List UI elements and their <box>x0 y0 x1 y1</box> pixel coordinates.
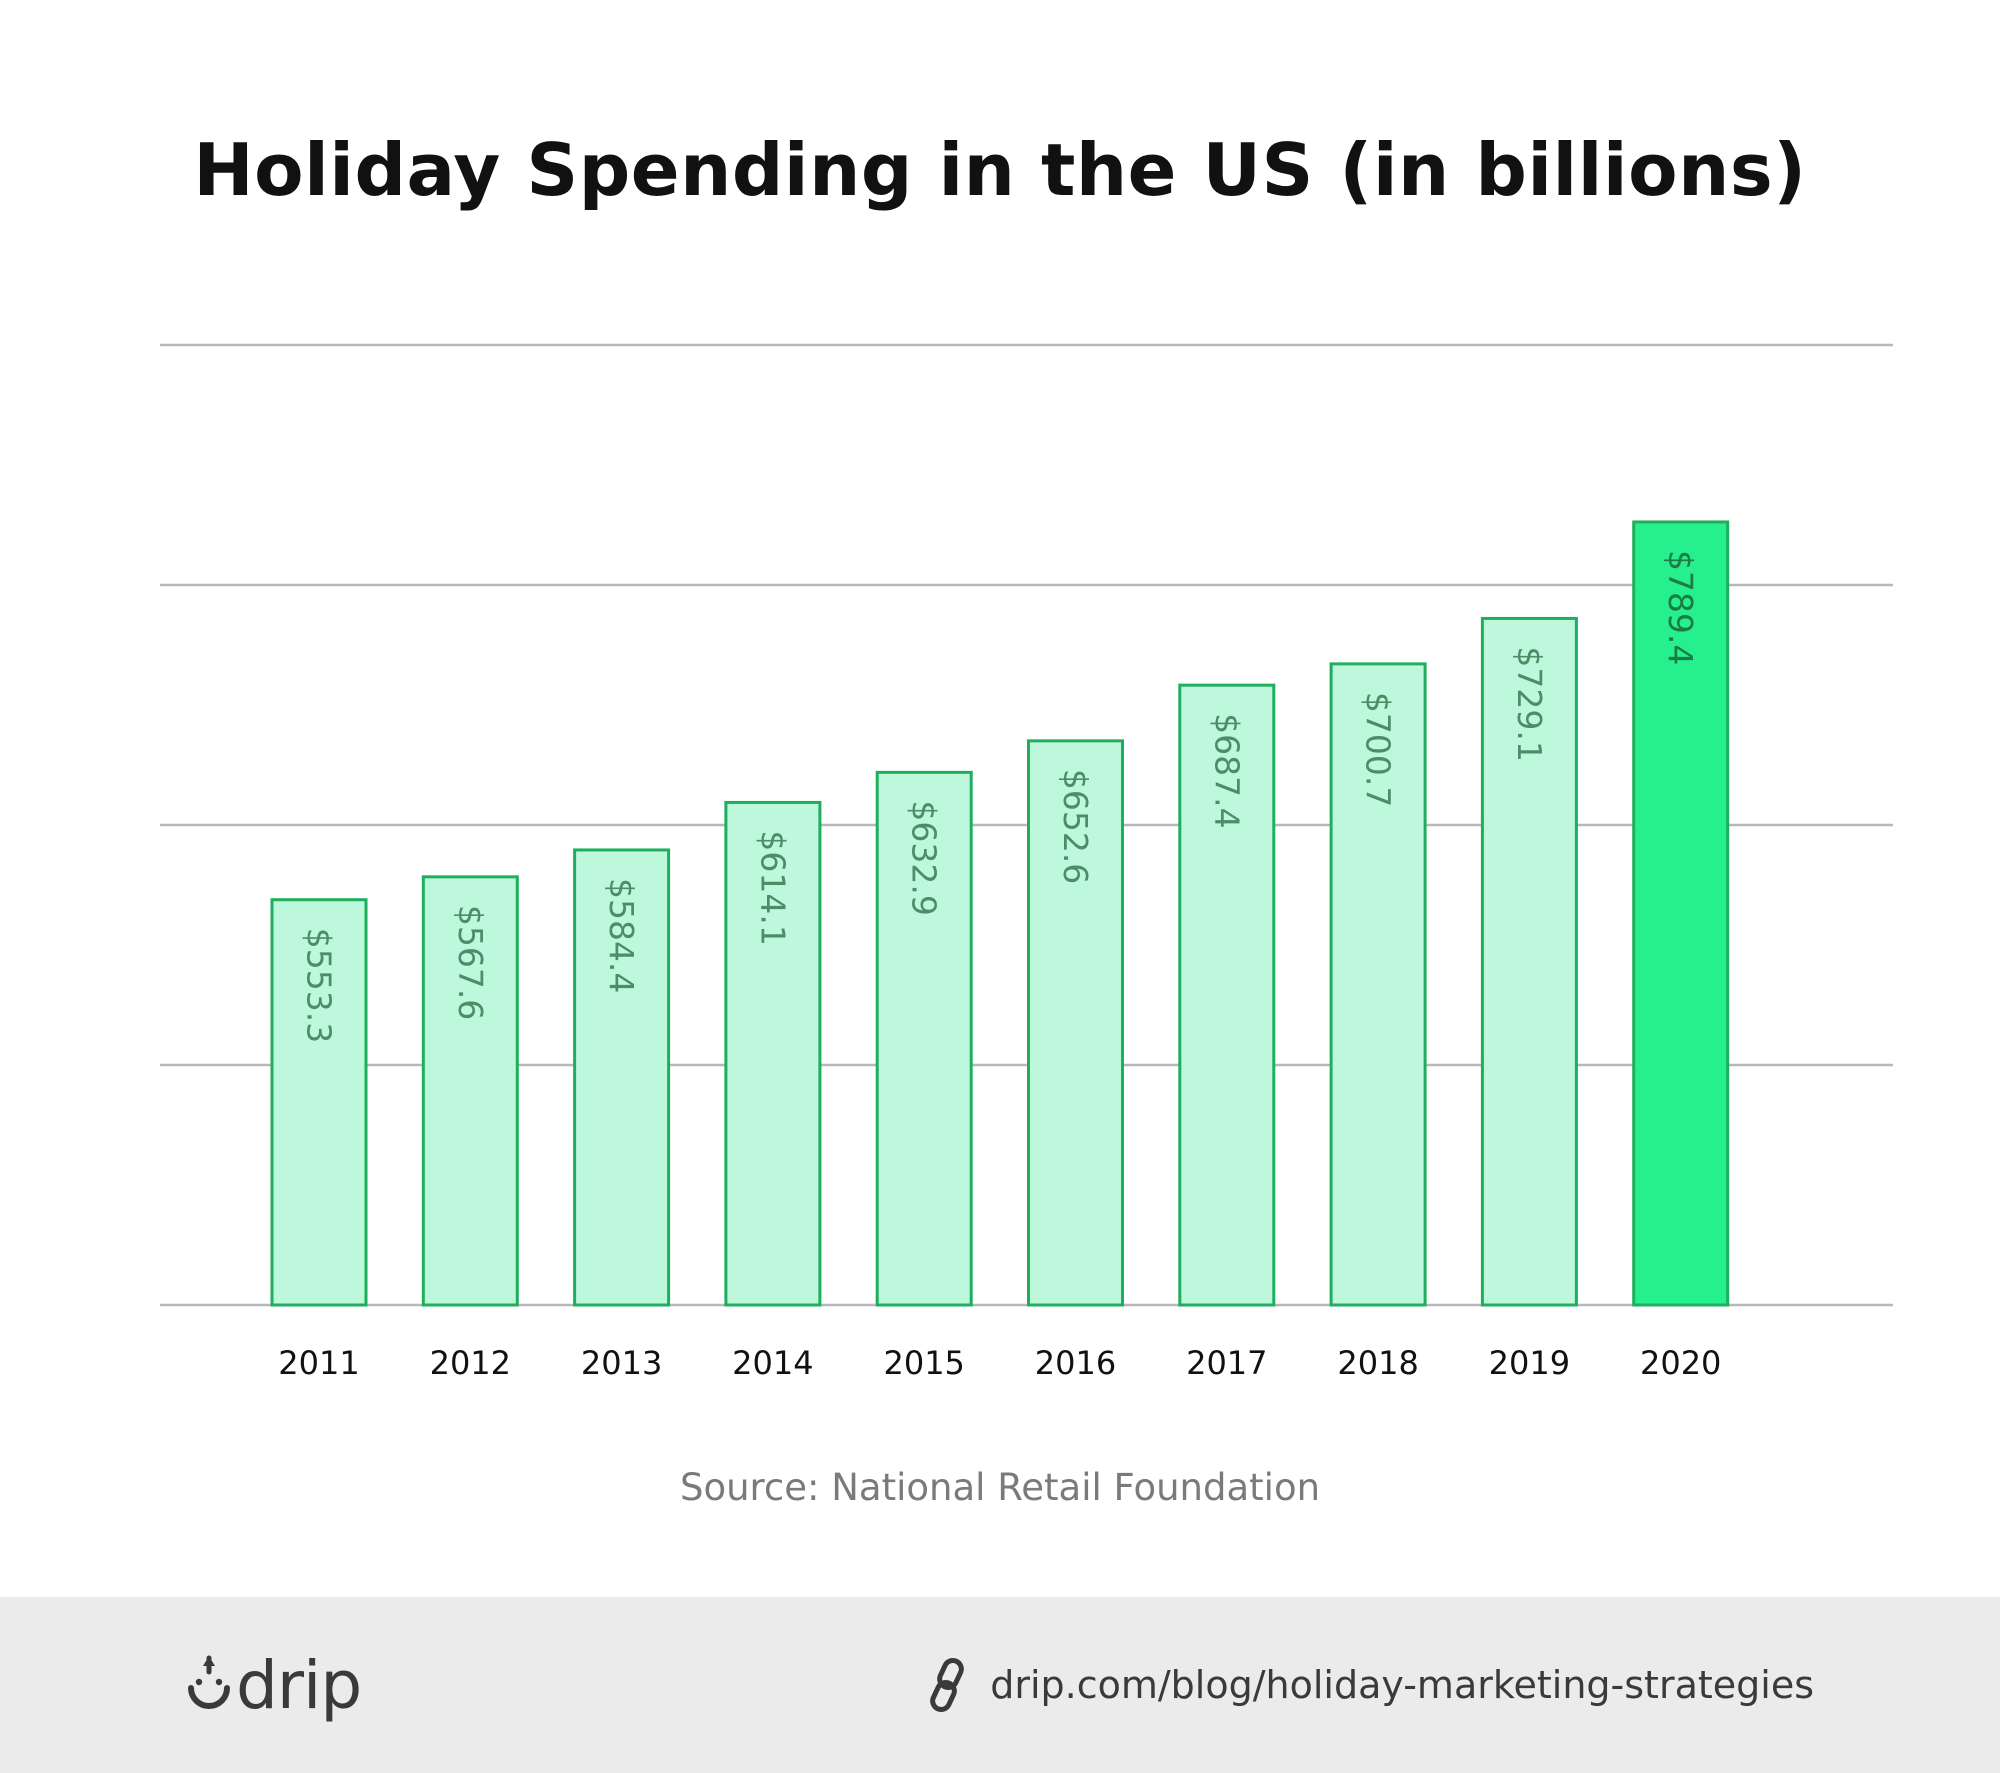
bar-value-label: $567.6 <box>451 905 490 1020</box>
bar-value-label: $614.1 <box>753 830 792 945</box>
bar-2020 <box>1632 520 1730 1307</box>
link-icon <box>930 1658 965 1712</box>
bar-value-label: $789.4 <box>1661 550 1700 665</box>
x-tick-label: 2013 <box>581 1344 662 1382</box>
x-axis-tick-labels: 2011 2012 2013 2014 2015 2016 2017 2018 2019 2020 <box>278 1344 1721 1382</box>
bar-value-label: $729.1 <box>1510 646 1549 761</box>
bar-value-label: $632.9 <box>905 800 944 915</box>
bar-2015 <box>875 770 973 1307</box>
x-tick-label: 2011 <box>278 1344 359 1382</box>
bar-2014 <box>724 800 822 1307</box>
footer: drip drip.com/blog/holiday-marketing-str… <box>0 1597 2000 1773</box>
bar-value-labels: $553.3 $567.6 $584.4 $614.1 $632.9 $652.6 $687… <box>300 550 1701 1043</box>
x-tick-label: 2016 <box>1035 1344 1116 1382</box>
x-tick-label: 2015 <box>883 1344 964 1382</box>
source-note: Source: National Retail Foundation <box>679 1466 1321 1509</box>
bar-2016 <box>1027 739 1124 1307</box>
bar-2019 <box>1480 616 1578 1307</box>
bar-2011 <box>270 898 368 1307</box>
x-tick-label: 2020 <box>1640 1344 1721 1382</box>
brand-logo[interactable]: drip <box>186 1637 362 1733</box>
brand-name: drip <box>236 1646 362 1724</box>
x-tick-label: 2018 <box>1337 1344 1418 1382</box>
bar-2017 <box>1178 683 1276 1307</box>
bar-2012 <box>421 875 519 1307</box>
x-tick-label: 2017 <box>1186 1344 1267 1382</box>
bar-value-label: $652.6 <box>1056 769 1095 884</box>
bar-value-label: $584.4 <box>602 878 641 993</box>
bar-chart: $553.3 $567.6 $584.4 $614.1 $632.9 $652.6 $687… <box>160 343 1893 1382</box>
footer-url: drip.com/blog/holiday-marketing-strategi… <box>990 1663 1814 1707</box>
bar-value-label: $700.7 <box>1359 692 1398 807</box>
bar-2018 <box>1329 662 1427 1307</box>
bar-value-label: $553.3 <box>300 928 339 1043</box>
bar-value-label: $687.4 <box>1207 713 1246 828</box>
footer-link[interactable]: drip.com/blog/holiday-marketing-strategi… <box>926 1637 1814 1733</box>
drip-logo-icon <box>188 1655 230 1709</box>
bars <box>270 520 1730 1307</box>
chart-title: Holiday Spending in the US (in billions) <box>193 128 1807 212</box>
x-tick-label: 2019 <box>1489 1344 1570 1382</box>
x-tick-label: 2012 <box>430 1344 511 1382</box>
x-tick-label: 2014 <box>732 1344 813 1382</box>
bar-2013 <box>573 848 671 1307</box>
